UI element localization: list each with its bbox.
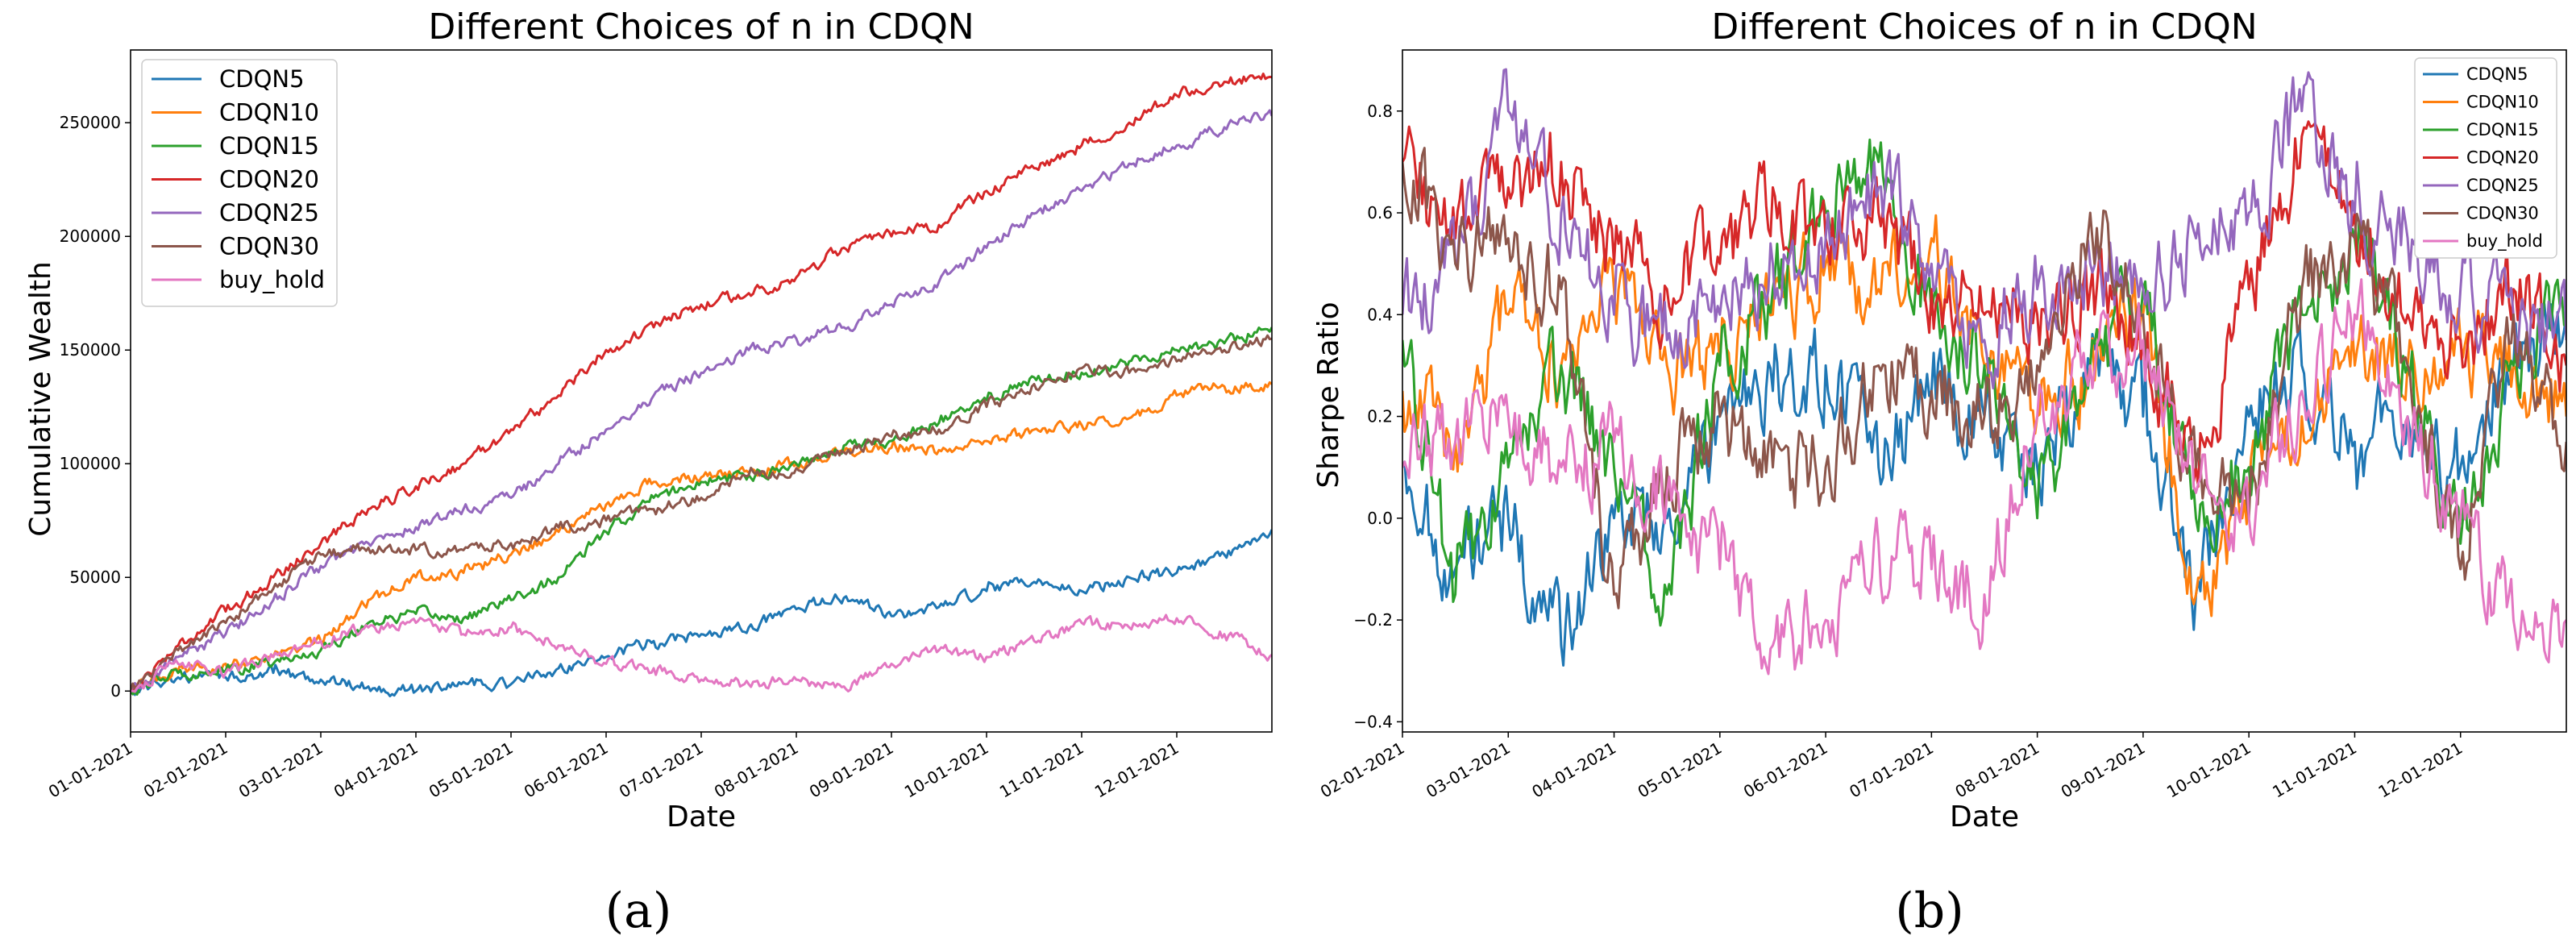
x-tick-label: 06-01-2021 [1740,738,1831,802]
series-line-cdqn25 [131,109,1272,692]
x-tick-label: 02-01-2021 [140,738,231,802]
x-tick-label: 11-01-2021 [996,738,1087,802]
y-tick-label: 0.6 [1367,203,1393,222]
series-line-cdqn10 [131,380,1272,692]
chart-a-lines [131,73,1272,697]
y-tick-label: 150000 [60,340,121,360]
chart-a-ylabel: Cumulative Wealth [24,261,57,537]
x-tick-label: 02-01-2021 [1317,738,1408,802]
series-line-cdqn30 [131,334,1272,692]
y-tick-label: −0.2 [1353,610,1393,630]
chart-b-yticks: −0.4 −0.2 0.0 0.2 0.4 0.6 0.8 [1353,102,1402,731]
x-tick-label: 08-01-2021 [1951,738,2042,802]
legend-label: CDQN25 [219,199,319,227]
x-tick-label: 04-01-2021 [330,738,422,802]
legend-label: buy_hold [219,266,325,293]
caption-a: (a) [605,883,672,939]
series-line-cdqn15 [1402,138,2566,627]
y-tick-label: 50000 [69,568,121,587]
x-tick-label: 12-01-2021 [1091,738,1182,802]
series-line-cdqn30 [1402,147,2566,609]
series-line-buy_hold [1402,278,2566,676]
y-tick-label: 0 [110,681,121,701]
y-tick-label: 0.0 [1367,509,1393,528]
x-tick-label: 09-01-2021 [806,738,897,802]
chart-a-title: Different Choices of n in CDQN [428,6,974,48]
caption-b: (b) [1895,883,1963,939]
y-tick-label: 250000 [60,113,121,132]
y-tick-label: 0.8 [1367,102,1393,121]
series-line-buy_hold [131,613,1272,693]
x-tick-label: 01-01-2021 [45,738,136,802]
x-tick-label: 05-01-2021 [426,738,517,802]
y-tick-label: 100000 [60,454,121,473]
chart-a-legend-box [141,59,338,307]
legend-label: CDQN30 [2466,204,2539,223]
legend-label: CDQN10 [219,99,319,127]
legend-label: CDQN15 [2466,120,2539,139]
x-tick-label: 05-01-2021 [1635,738,1726,802]
legend-label: CDQN20 [219,166,319,193]
x-tick-label: 04-01-2021 [1528,738,1619,802]
chart-a-yticks: 0 50000 100000 150000 200000 250000 [60,113,131,701]
y-tick-label: 0.2 [1367,407,1393,426]
chart-b-lines [1402,68,2566,676]
y-tick-label: −0.4 [1353,712,1393,731]
x-tick-label: 07-01-2021 [616,738,707,802]
chart-b-legend-box [2414,57,2557,259]
chart-a-legend: CDQN5 CDQN10 CDQN15 CDQN20 CDQN25 CDQN30 buy_h… [141,59,338,307]
legend-label: CDQN5 [2466,64,2528,84]
legend-label: CDQN15 [219,132,319,160]
legend-label: CDQN5 [219,65,305,93]
x-tick-label: 03-01-2021 [1423,738,1514,802]
chart-a-frame [130,49,1273,733]
x-tick-label: 08-01-2021 [711,738,802,802]
chart-b-ylabel: Sharpe Ratio [1312,301,1345,488]
chart-b-title: Different Choices of n in CDQN [1711,6,2257,48]
x-tick-label: 09-01-2021 [2058,738,2149,802]
x-tick-label: 06-01-2021 [521,738,612,802]
chart-a-xlabel: Date [667,800,736,834]
series-line-cdqn20 [131,73,1272,692]
legend-label: buy_hold [2466,231,2543,252]
x-tick-label: 03-01-2021 [235,738,326,802]
x-tick-label: 07-01-2021 [1846,738,1937,802]
chart-b-legend: CDQN5 CDQN10 CDQN15 CDQN20 CDQN25 CDQN30 buy_h… [2414,57,2557,259]
chart-b-xlabel: Date [1950,800,2019,834]
y-tick-label: 200000 [60,227,121,246]
x-tick-label: 10-01-2021 [2163,738,2254,802]
chart-b-frame [1402,49,2567,733]
series-line-cdqn25 [1402,68,2566,390]
legend-label: CDQN25 [2466,176,2539,195]
chart-a-xticks: 01-01-2021 02-01-2021 03-01-2021 04-01-2021… [45,732,1182,801]
legend-label: CDQN20 [2466,148,2539,168]
legend-label: CDQN30 [219,233,319,260]
series-line-cdqn20 [1402,120,2566,489]
y-tick-label: 0.4 [1367,305,1393,324]
x-tick-label: 11-01-2021 [2269,738,2360,802]
x-tick-label: 12-01-2021 [2375,738,2466,802]
panel-a: Different Choices of n in CDQN Cumulativ… [24,6,1273,834]
series-line-cdqn15 [131,326,1272,696]
series-line-cdqn5 [131,529,1272,697]
x-tick-label: 10-01-2021 [901,738,992,802]
chart-b-xticks: 02-01-2021 03-01-2021 04-01-2021 05-01-2021… [1317,732,2466,801]
panel-b: Different Choices of n in CDQN Sharpe Ra… [1312,6,2567,834]
legend-label: CDQN10 [2466,93,2539,112]
